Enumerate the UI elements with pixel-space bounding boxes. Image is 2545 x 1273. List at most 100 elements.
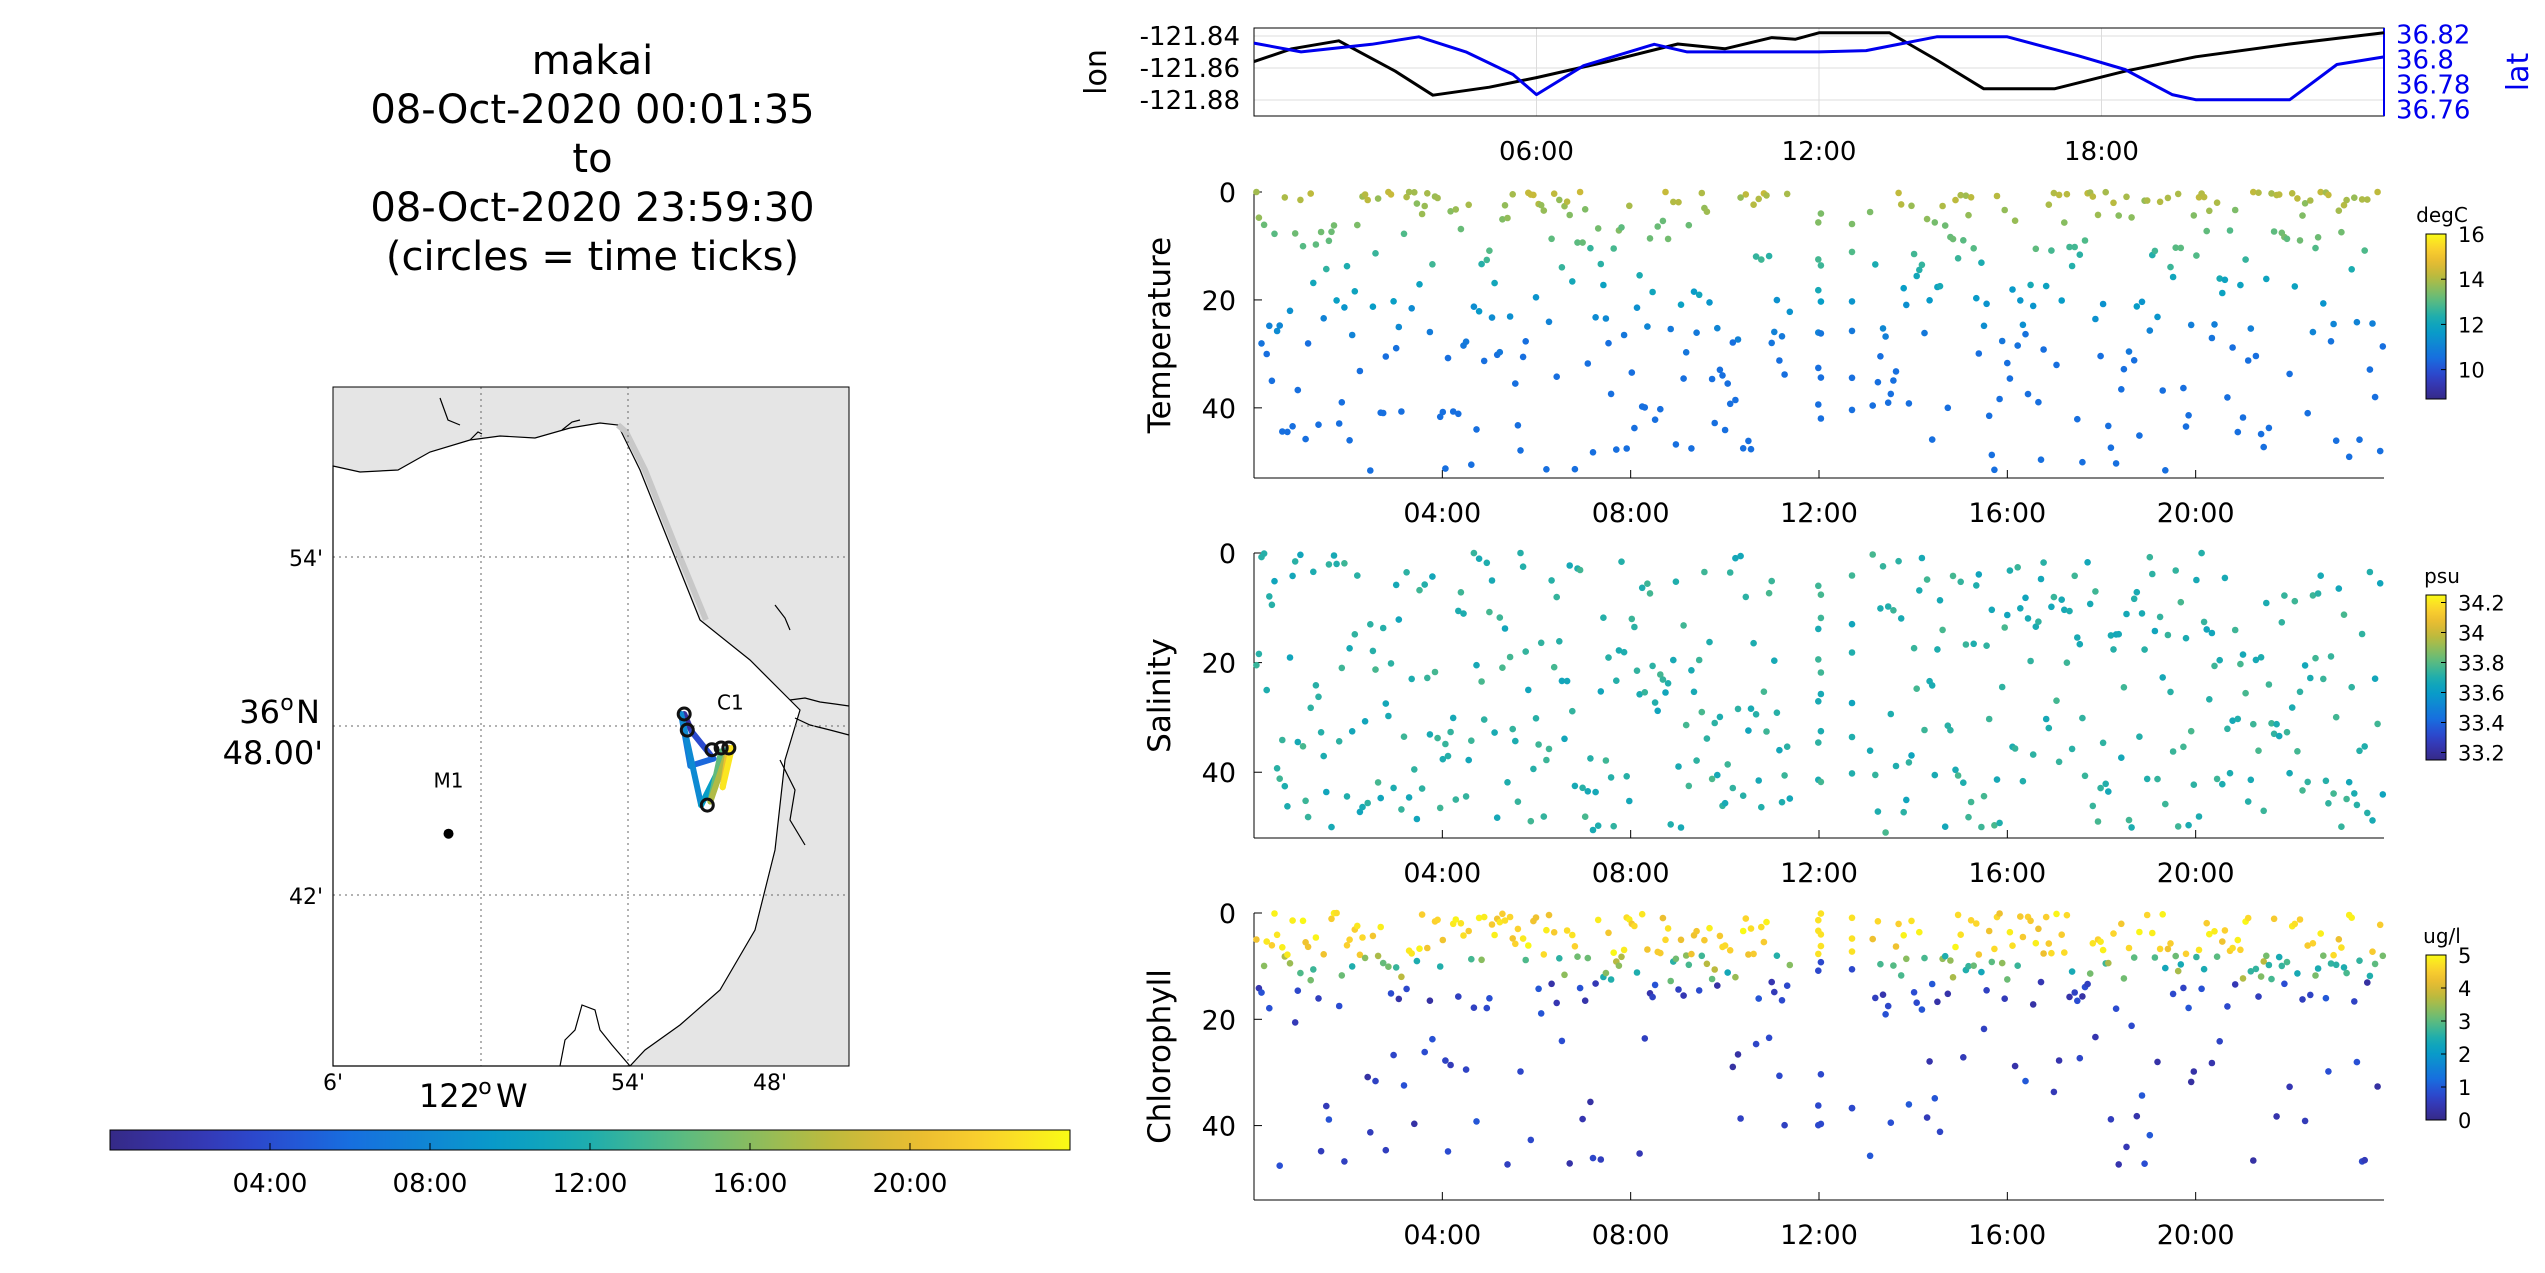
salinity-point: [2081, 772, 2089, 780]
chlorophyll-point: [2017, 913, 2024, 920]
salinity-point: [1566, 562, 1573, 569]
salinity-point: [1512, 737, 1519, 745]
temperature-point: [1778, 333, 1786, 340]
temperature-point: [2314, 234, 2322, 241]
salinity-point: [1600, 614, 1607, 621]
chlorophyll-point: [1763, 918, 1770, 926]
temperature-point: [2063, 190, 2071, 198]
chlorophyll-point: [1869, 935, 1876, 943]
chlorophyll-point: [1299, 917, 1307, 925]
chlorophyll-point: [1768, 978, 1775, 986]
temperature-point: [1672, 441, 1680, 448]
temperature-point: [1424, 190, 1431, 197]
temperature-point: [1703, 208, 1711, 215]
lat-series-line: [1253, 35, 2385, 102]
chlorophyll-point: [2369, 948, 2376, 955]
temperature-point: [1936, 282, 1944, 290]
salinity-point: [1913, 685, 1920, 692]
chlorophyll-point: [2125, 944, 2133, 952]
chlorophyll-point: [1545, 911, 1553, 919]
salinity-point: [1659, 676, 1667, 683]
chlorophyll-point: [1848, 948, 1856, 955]
chlorophyll-point: [1926, 1058, 1933, 1065]
chlorophyll-point: [1657, 949, 1664, 957]
salinity-point: [2379, 791, 2387, 798]
salinity-point: [1525, 686, 1532, 694]
chlorophyll-point: [2376, 921, 2384, 929]
chlorophyll-point: [2250, 1157, 2257, 1164]
chlorophyll-point: [1970, 962, 1977, 969]
temperature-point: [1512, 380, 1519, 387]
chlorophyll-point: [1716, 932, 1724, 940]
position-x-tick-label: 06:00: [1499, 137, 1574, 167]
salinity-point: [1478, 678, 1485, 685]
salinity-point: [1563, 677, 1571, 685]
salinity-point: [1848, 572, 1856, 579]
salinity-point: [1783, 743, 1791, 750]
salinity-point: [1848, 620, 1856, 628]
temperature-point: [1726, 400, 1734, 408]
salinity-point: [1351, 631, 1359, 638]
temperature-point: [2325, 191, 2332, 199]
temperature-point: [2317, 188, 2324, 196]
salinity-point: [1817, 591, 1825, 598]
salinity-point: [1693, 757, 1700, 764]
chlorophyll-point: [1594, 916, 1602, 924]
chlorophyll-point: [2195, 946, 2203, 954]
salinity-point: [1294, 738, 1302, 746]
temperature-point: [1307, 190, 1314, 197]
temperature-point: [1781, 371, 1788, 378]
temperature-point: [1289, 423, 1296, 430]
temperature-point: [2185, 412, 2192, 419]
salinity-point: [2006, 567, 2014, 574]
chlorophyll-point: [1266, 1004, 1273, 1012]
salinity-point: [1877, 605, 1884, 612]
salinity-point: [2071, 572, 2078, 580]
salinity-point: [1333, 560, 1340, 568]
temperature-colorbar-tick-label: 16: [2458, 223, 2485, 247]
salinity-point: [1359, 803, 1366, 811]
salinity-point: [1879, 563, 1887, 570]
salinity-point: [2014, 564, 2021, 571]
chlorophyll-point: [2270, 915, 2278, 923]
temperature-point: [2058, 297, 2065, 304]
chlorophyll-point: [2118, 920, 2125, 928]
salinity-point: [1483, 559, 1491, 567]
temperature-point: [1965, 211, 1972, 219]
temperature-point: [2332, 437, 2340, 445]
salinity-point: [1646, 590, 1654, 597]
salinity-point: [2097, 784, 2104, 792]
temperature-point: [1488, 314, 1496, 321]
chlorophyll-point: [2299, 996, 2306, 1003]
salinity-point: [1594, 822, 1602, 829]
chlorophyll-point: [1918, 1006, 1926, 1013]
temperature-colorbar-tick-label: 10: [2458, 359, 2485, 383]
chlorophyll-point: [2185, 1004, 2192, 1012]
chlorophyll-point: [2374, 1083, 2381, 1090]
temperature-point: [1646, 235, 1654, 242]
chlorophyll-point: [1317, 1147, 1325, 1155]
chlorophyll-x-tick-label: 08:00: [1592, 1220, 1670, 1251]
chlorophyll-point: [1268, 942, 1276, 949]
time-colorbar-tick-label: 12:00: [553, 1169, 628, 1199]
temperature-point: [1506, 313, 1514, 320]
map-y-degree-symbol: o: [280, 691, 293, 716]
salinity-point: [2110, 646, 2117, 653]
temperature-point: [1403, 193, 1410, 201]
temperature-point: [1605, 339, 1612, 347]
salinity-point: [1361, 718, 1369, 725]
chlorophyll-point: [1848, 1104, 1856, 1112]
temperature-x-tick-label: 20:00: [2157, 498, 2235, 529]
chlorophyll-point: [2162, 964, 2169, 972]
chlorophyll-point: [1304, 943, 1312, 951]
lat-axis-label: lat: [2501, 53, 2536, 92]
temperature-point: [2071, 243, 2078, 251]
chlorophyll-point: [1488, 921, 1496, 928]
temperature-point: [1651, 416, 1659, 424]
temperature-point: [2164, 194, 2172, 202]
chlorophyll-point: [1460, 932, 1467, 939]
salinity-point: [1895, 557, 1902, 565]
chlorophyll-point: [2092, 1033, 2099, 1041]
chlorophyll-point: [2076, 1054, 2084, 1062]
salinity-point: [1605, 654, 1612, 661]
